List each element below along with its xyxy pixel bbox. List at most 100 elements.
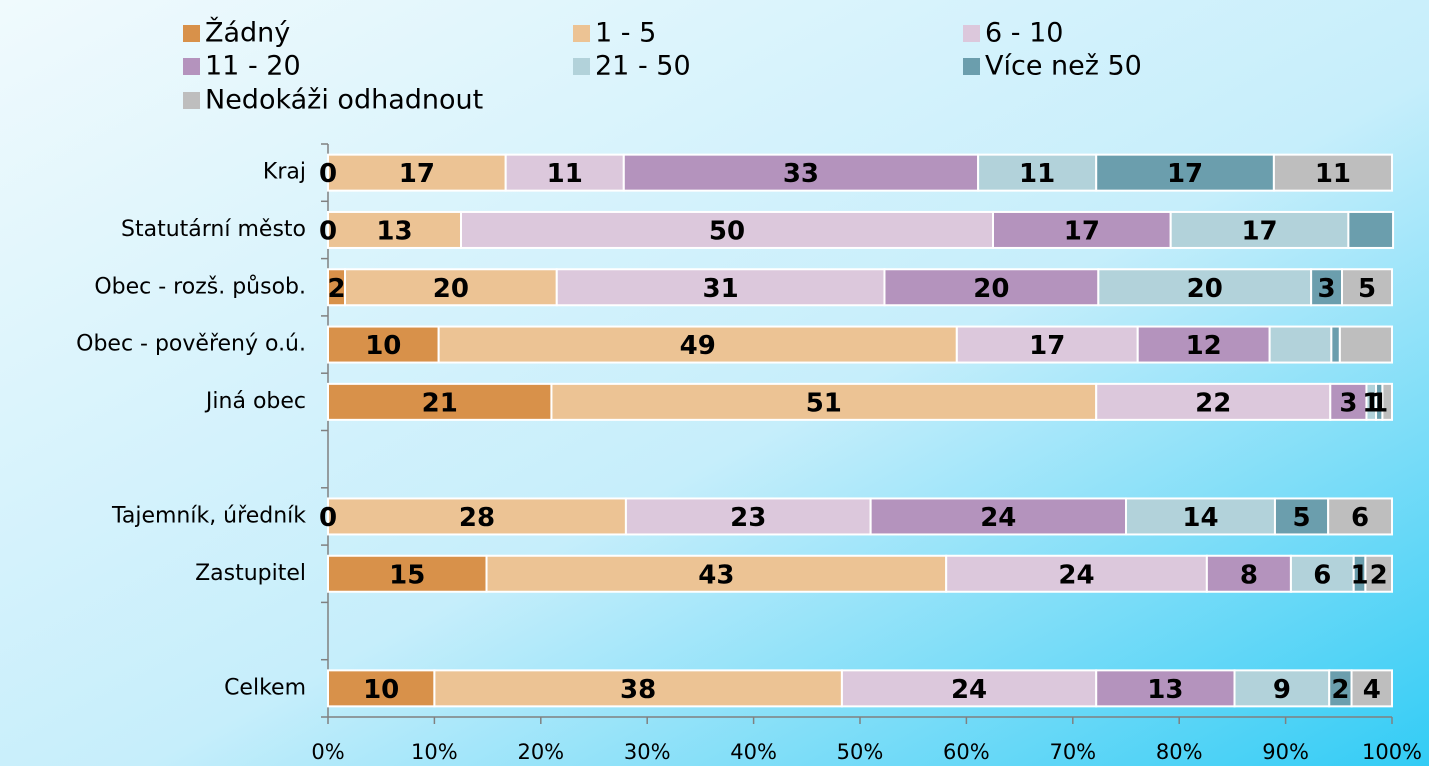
data-label: 8 [1240, 560, 1258, 590]
x-tick-label: 20% [517, 740, 564, 764]
data-label: 1 [1351, 560, 1369, 590]
legend-swatch [183, 25, 200, 42]
bar-segment [327, 669, 436, 708]
bar-segment [485, 554, 948, 593]
data-label: 17 [1064, 216, 1100, 246]
data-label: 11 [1019, 159, 1055, 189]
data-label: 31 [703, 274, 739, 304]
data-label: 17 [1029, 331, 1065, 361]
data-label: 20 [973, 274, 1009, 304]
legend-label: 21 - 50 [595, 51, 691, 82]
data-label: 38 [620, 675, 656, 705]
data-label: 33 [783, 159, 819, 189]
category-label: Jiná obec [204, 389, 306, 414]
legend-label: Žádný [205, 17, 290, 49]
data-label: 14 [1182, 503, 1218, 533]
category-label: Obec - rozš. působ. [94, 274, 306, 299]
data-label: 2 [1370, 560, 1388, 590]
bar-segment [1350, 669, 1393, 708]
bar-segment [955, 325, 1139, 364]
bar-segment [555, 268, 886, 307]
data-label: 22 [1195, 388, 1231, 418]
category-label: Obec - pověřený o.ú. [76, 332, 306, 357]
bar-segment [1095, 153, 1275, 192]
data-label: 13 [376, 216, 412, 246]
bar-segment [327, 497, 627, 536]
bar-segment [622, 153, 980, 192]
x-tick-label: 70% [1049, 740, 1096, 764]
data-label: 0 [319, 503, 337, 533]
legend-label: 11 - 20 [205, 51, 301, 82]
bar-segment [1310, 268, 1343, 307]
bar-segment [327, 210, 462, 249]
legend-swatch [573, 25, 590, 42]
data-label: 11 [547, 159, 583, 189]
data-label: 15 [389, 560, 425, 590]
x-tick-label: 60% [943, 740, 990, 764]
data-label: 43 [698, 560, 734, 590]
bar-segment [1347, 210, 1395, 249]
bar-segment [883, 268, 1100, 307]
data-label: 0 [319, 216, 337, 246]
data-label: 2 [1331, 675, 1349, 705]
bar-segment [1233, 669, 1331, 708]
data-label: 6 [1313, 560, 1331, 590]
data-label: 28 [459, 503, 495, 533]
bar-segment [1272, 153, 1393, 192]
data-label: 20 [433, 274, 469, 304]
data-label: 50 [709, 216, 745, 246]
bar-segment [433, 669, 843, 708]
bar-segment [460, 210, 994, 249]
data-label: 24 [1058, 560, 1094, 590]
data-label: 5 [1358, 274, 1376, 304]
data-label: 3 [1339, 388, 1357, 418]
data-label: 9 [1273, 675, 1291, 705]
data-label: 21 [422, 388, 458, 418]
bar-segment [840, 669, 1098, 708]
bar-segment [327, 554, 488, 593]
data-label: 10 [365, 331, 401, 361]
data-label: 12 [1186, 331, 1222, 361]
legend-label: Nedokáži odhadnout [205, 85, 483, 116]
data-label: 5 [1293, 503, 1311, 533]
bar-segment [1381, 382, 1393, 421]
legend-swatch [963, 25, 980, 42]
bar-segment [1364, 554, 1394, 593]
category-label: Statutární město [121, 217, 306, 242]
data-label: 2 [327, 274, 345, 304]
legend-label: 6 - 10 [985, 18, 1063, 49]
bar-segment [1327, 497, 1394, 536]
bar-segment [1329, 382, 1368, 421]
legend-label: Více než 50 [985, 51, 1142, 82]
x-tick-label: 50% [837, 740, 884, 764]
bar-segment [977, 153, 1098, 192]
data-label: 23 [730, 503, 766, 533]
x-tick-label: 0% [311, 740, 344, 764]
bar-segment [1330, 325, 1341, 364]
legend-swatch [963, 58, 980, 75]
data-label: 10 [363, 675, 399, 705]
x-tick-label: 90% [1262, 740, 1309, 764]
data-label: 17 [399, 159, 435, 189]
data-label: 51 [806, 388, 842, 418]
data-label: 17 [1167, 159, 1203, 189]
bar-segment [1169, 210, 1350, 249]
bar-segment [1095, 382, 1332, 421]
bar-segment [869, 497, 1128, 536]
data-label: 0 [319, 159, 337, 189]
x-tick-label: 100% [1362, 740, 1422, 764]
data-label: 6 [1351, 503, 1369, 533]
data-label: 11 [1315, 159, 1351, 189]
x-tick-label: 10% [411, 740, 458, 764]
bar-segment [1340, 268, 1393, 307]
legend-swatch [183, 58, 200, 75]
data-label: 4 [1363, 675, 1381, 705]
bar-segment [550, 382, 1098, 421]
x-tick-label: 80% [1156, 740, 1203, 764]
legend-swatch [573, 58, 590, 75]
bar-segment [1338, 325, 1394, 364]
x-tick-label: 30% [624, 740, 671, 764]
data-label: 13 [1147, 675, 1183, 705]
